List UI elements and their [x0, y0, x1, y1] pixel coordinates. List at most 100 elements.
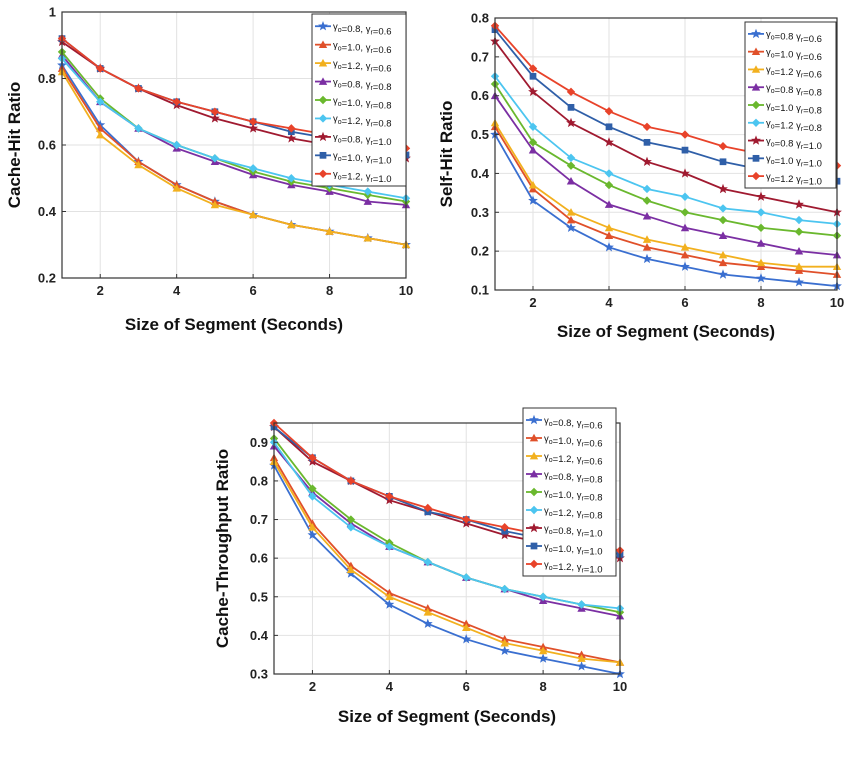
data-point [756, 273, 766, 283]
data-point [287, 124, 296, 133]
data-point [794, 215, 804, 225]
data-point [680, 130, 690, 139]
series-6 [57, 54, 411, 203]
data-point [794, 277, 804, 287]
y-tick-label: 0.6 [471, 88, 489, 103]
data-point [794, 246, 804, 255]
data-point [566, 208, 576, 216]
legend-label: γo=0.8, γr=1.0 [333, 132, 392, 148]
legend-entry: γo=1.2, γr=1.0 [526, 559, 603, 575]
data-point [96, 64, 105, 73]
data-point [577, 650, 586, 659]
data-point [363, 197, 372, 205]
legend-entry: γo=1.2, γr=1.0 [315, 169, 392, 185]
legend-marker [318, 95, 328, 105]
data-point [680, 243, 690, 251]
data-point [680, 208, 690, 217]
data-point [423, 608, 432, 616]
y-tick-label: 0.7 [250, 512, 268, 527]
legend-marker [751, 118, 761, 127]
legend-entry: γo=1.2 γr=1.0 [748, 171, 822, 187]
legend-marker [318, 21, 328, 31]
data-point [462, 573, 471, 582]
data-point [642, 253, 652, 264]
data-point [500, 638, 509, 647]
data-point [96, 97, 105, 106]
data-point [604, 223, 614, 232]
x-tick-label: 2 [97, 283, 104, 298]
data-point [642, 156, 652, 166]
legend-entry: γo=1.2, γr=0.8 [526, 505, 603, 521]
series-3 [490, 118, 842, 271]
data-point [528, 195, 538, 205]
legend-marker [318, 114, 328, 123]
x-tick-label: 4 [173, 283, 181, 298]
legend-entry: γo=1.2 γr=0.8 [748, 118, 822, 134]
data-point [248, 164, 258, 173]
legend-marker [318, 169, 328, 178]
legend: γo=0.8, γr=0.6 γo=1.0, γr=0.6 γo=1.2, γr=0… [522, 407, 617, 577]
data-point [680, 223, 690, 232]
data-point [566, 117, 576, 128]
data-point [718, 269, 728, 279]
y-tick-label: 0.3 [471, 205, 489, 220]
legend-marker [319, 151, 327, 159]
data-point [248, 117, 258, 126]
series-line [273, 465, 621, 675]
legend-entry: γo=1.0, γr=1.0 [315, 151, 392, 167]
data-point [528, 86, 538, 96]
legend-entry: γo=1.0, γr=1.0 [526, 541, 603, 557]
data-point [499, 529, 510, 540]
series-3 [269, 457, 625, 666]
data-point [528, 64, 538, 73]
data-point [385, 542, 394, 551]
data-point [528, 122, 538, 131]
x-tick-label: 8 [539, 679, 546, 694]
data-point [566, 215, 576, 224]
legend-label: γo=1.2 γr=0.6 [766, 65, 822, 81]
data-point [566, 161, 576, 170]
legend-marker [751, 171, 761, 181]
data-point [346, 515, 356, 524]
data-point [681, 146, 689, 154]
legend-label: γo=0.8, γr=0.6 [333, 22, 392, 38]
legend-label: γo=1.0, γr=1.0 [333, 151, 392, 167]
data-point [248, 210, 258, 219]
legend-entry: γo=1.0, γr=0.6 [526, 433, 603, 449]
data-point [385, 592, 394, 601]
data-point [363, 187, 372, 196]
data-point [604, 137, 614, 147]
data-point [756, 239, 766, 247]
data-point [210, 200, 220, 209]
y-tick-label: 0.8 [471, 11, 489, 26]
data-point [286, 133, 297, 143]
data-point [680, 250, 690, 259]
x-tick-label: 6 [463, 679, 470, 694]
chart-1: 2 4 6 8 10 0.2 0.4 0.6 0.8 1 Size of Segment (Seco… [5, 5, 413, 335]
data-point [577, 654, 586, 662]
x-tick-label: 10 [830, 295, 844, 310]
legend-entry: γo=1.0 γr=1.0 [748, 154, 822, 170]
data-point [604, 180, 614, 190]
y-tick-label: 0.1 [471, 283, 489, 298]
y-tick-label: 0.5 [250, 589, 268, 604]
x-axis-label: Size of Segment (Seconds) [125, 315, 343, 334]
data-point [423, 557, 432, 567]
legend-label: γo=0.8, γr=1.0 [544, 523, 603, 539]
y-tick-label: 0.8 [38, 71, 56, 86]
legend-entry: γo=1.2 γr=0.6 [748, 65, 822, 81]
data-point [363, 233, 372, 242]
data-point [642, 235, 652, 243]
data-point [756, 223, 766, 233]
data-point [577, 600, 586, 609]
x-axis-label: Size of Segment (Seconds) [557, 322, 775, 341]
data-point [566, 153, 576, 163]
axes-frame [273, 422, 621, 675]
legend-marker [751, 47, 761, 56]
data-point [794, 266, 804, 274]
data-point [719, 158, 727, 166]
x-axis-label: Size of Segment (Seconds) [338, 707, 556, 726]
data-point [499, 645, 510, 655]
data-point [500, 635, 509, 643]
legend-entry: γo=0.8, γr=0.6 [526, 414, 603, 431]
